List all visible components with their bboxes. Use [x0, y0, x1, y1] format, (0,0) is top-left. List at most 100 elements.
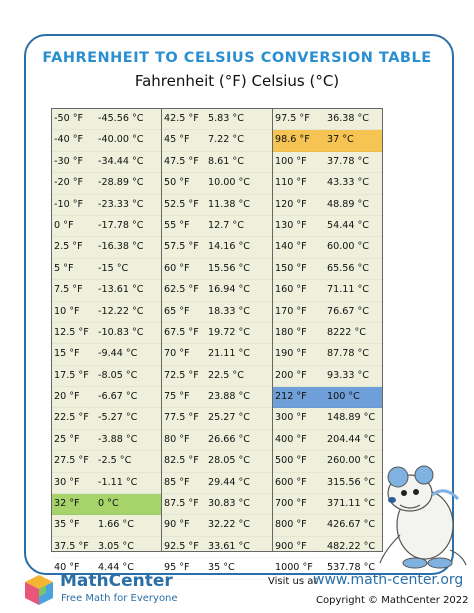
celsius-value: 12.7 °C [208, 219, 244, 231]
celsius-value: -34.44 °C [98, 155, 144, 167]
fahrenheit-value: 90 °F [164, 519, 190, 531]
fahrenheit-value: 170 °F [275, 305, 307, 317]
fahrenheit-value: 65 °F [164, 305, 190, 317]
celsius-value: 23.88 °C [208, 391, 251, 403]
table-row: 300 °F 148.89 °C [273, 408, 382, 430]
fahrenheit-value: 70 °F [164, 348, 190, 360]
table-row: 47.5 °F 8.61 °C [162, 152, 272, 174]
fahrenheit-value: 62.5 °F [164, 284, 199, 296]
fahrenheit-value: 42.5 °F [164, 113, 199, 124]
fahrenheit-value: 212 °F [275, 391, 307, 403]
celsius-value: 28.05 °C [208, 455, 251, 467]
table-row: 150 °F 65.56 °C [273, 259, 382, 281]
celsius-value: -9.44 °C [98, 348, 138, 360]
table-row: 170 °F 76.67 °C [273, 302, 382, 323]
table-row: 140 °F 60.00 °C [273, 237, 382, 259]
fahrenheit-value: 800 °F [275, 519, 307, 531]
celsius-value: -28.89 °C [98, 177, 144, 189]
celsius-value: 26.66 °C [208, 433, 251, 445]
brand-name: MathCenter [60, 571, 173, 591]
fahrenheit-value: 77.5 °F [164, 412, 199, 424]
table-row: 40 °F 4.44 °C [52, 558, 161, 580]
table-row: 12.5 °F -10.83 °C [52, 323, 161, 345]
celsius-value: 100 °C [327, 391, 360, 403]
table-row: 87.5 °F 30.83 °C [162, 494, 272, 516]
celsius-value: 8.61 °C [208, 155, 244, 167]
table-row: 130 °F 54.44 °C [273, 216, 382, 238]
table-row: 700 °F 371.11 °C [273, 494, 382, 516]
celsius-value: 537.78 °C [327, 562, 376, 574]
celsius-value: 71.11 °C [327, 284, 370, 296]
celsius-value: 37 °C [327, 134, 354, 146]
table-row: 72.5 °F 22.5 °C [162, 366, 272, 388]
fahrenheit-value: 37.5 °F [54, 540, 89, 552]
fahrenheit-value: 75 °F [164, 391, 190, 403]
table-row: 100 °F 37.78 °C [273, 152, 382, 174]
fahrenheit-value: 45 °F [164, 134, 190, 146]
fahrenheit-value: 57.5 °F [164, 241, 199, 253]
table-row: 190 °F 87.78 °C [273, 344, 382, 366]
celsius-value: 482.22 °C [327, 540, 376, 552]
table-row: 55 °F 12.7 °C [162, 216, 272, 238]
table-row: 7.5 °F -13.61 °C [52, 280, 161, 302]
celsius-value: 54.44 °C [327, 219, 370, 231]
fahrenheit-value: 10 °F [54, 305, 80, 317]
fahrenheit-value: 200 °F [275, 369, 307, 381]
table-column-1: -50 °F -45.56 °C -40 °F -40.00 °C -30 °F -34.… [52, 109, 162, 580]
fahrenheit-value: 5 °F [54, 262, 74, 274]
table-row: 52.5 °F 11.38 °C [162, 195, 272, 216]
table-row: 42.5 °F 5.83 °C [162, 109, 272, 131]
table-row: 80 °F 26.66 °C [162, 430, 272, 452]
celsius-value: 36.38 °C [327, 113, 370, 124]
fahrenheit-value: 15 °F [54, 348, 80, 360]
fahrenheit-value: 300 °F [275, 412, 307, 424]
celsius-value: -2.5 °C [98, 455, 132, 467]
celsius-value: 21.11 °C [208, 348, 251, 360]
celsius-value: 87.78 °C [327, 348, 370, 360]
brand-tagline: Free Math for Everyone [61, 593, 178, 604]
table-row: 60 °F 15.56 °C [162, 259, 272, 281]
table-row: 50 °F 10.00 °C [162, 173, 272, 195]
fahrenheit-value: 40 °F [54, 562, 80, 574]
fahrenheit-value: 2.5 °F [54, 241, 83, 253]
table-row: 57.5 °F 14.16 °C [162, 237, 272, 259]
table-row: 85 °F 29.44 °C [162, 473, 272, 495]
page-title: FAHRENHEIT TO CELSIUS CONVERSION TABLE [42, 50, 432, 66]
celsius-value: 7.22 °C [208, 134, 244, 146]
fahrenheit-value: 160 °F [275, 284, 307, 296]
celsius-value: -16.38 °C [98, 241, 144, 253]
table-row: 37.5 °F 3.05 °C [52, 537, 161, 559]
fahrenheit-value: 98.6 °F [275, 134, 310, 146]
table-row: 20 °F -6.67 °C [52, 387, 161, 409]
celsius-value: 204.44 °C [327, 433, 376, 445]
page-footer: MathCenter Free Math for Everyone Visit … [0, 565, 474, 613]
fahrenheit-value: 55 °F [164, 219, 190, 231]
fahrenheit-value: 120 °F [275, 198, 307, 210]
table-row: 35 °F 1.66 °C [52, 515, 161, 537]
celsius-value: -13.61 °C [98, 284, 144, 296]
table-row: 10 °F -12.22 °C [52, 302, 161, 323]
fahrenheit-value: 95 °F [164, 562, 190, 574]
table-row: 32 °F 0 °C [52, 494, 161, 516]
celsius-value: 43.33 °C [327, 177, 370, 189]
celsius-value: -3.88 °C [98, 433, 138, 445]
fahrenheit-value: 85 °F [164, 476, 190, 488]
conversion-table: -50 °F -45.56 °C -40 °F -40.00 °C -30 °F -34.… [51, 108, 383, 580]
fahrenheit-value: 17.5 °F [54, 369, 89, 381]
celsius-value: 1.66 °C [98, 519, 134, 531]
celsius-value: 371.11 °C [327, 498, 376, 510]
celsius-value: 30.83 °C [208, 498, 251, 510]
table-row: 2.5 °F -16.38 °C [52, 237, 161, 259]
visit-label: Visit us at [268, 576, 318, 587]
fahrenheit-value: 100 °F [275, 155, 307, 167]
table-row: 98.6 °F 37 °C [273, 130, 382, 152]
table-row: 600 °F 315.56 °C [273, 473, 382, 495]
table-row: -30 °F -34.44 °C [52, 152, 161, 174]
table-row: 30 °F -1.11 °C [52, 473, 161, 495]
fahrenheit-value: 60 °F [164, 262, 190, 274]
fahrenheit-value: 130 °F [275, 219, 307, 231]
table-row: -10 °F -23.33 °C [52, 195, 161, 216]
website-link[interactable]: www.math-center.org [313, 572, 464, 588]
celsius-value: 60.00 °C [327, 241, 370, 253]
table-row: 800 °F 426.67 °C [273, 515, 382, 537]
